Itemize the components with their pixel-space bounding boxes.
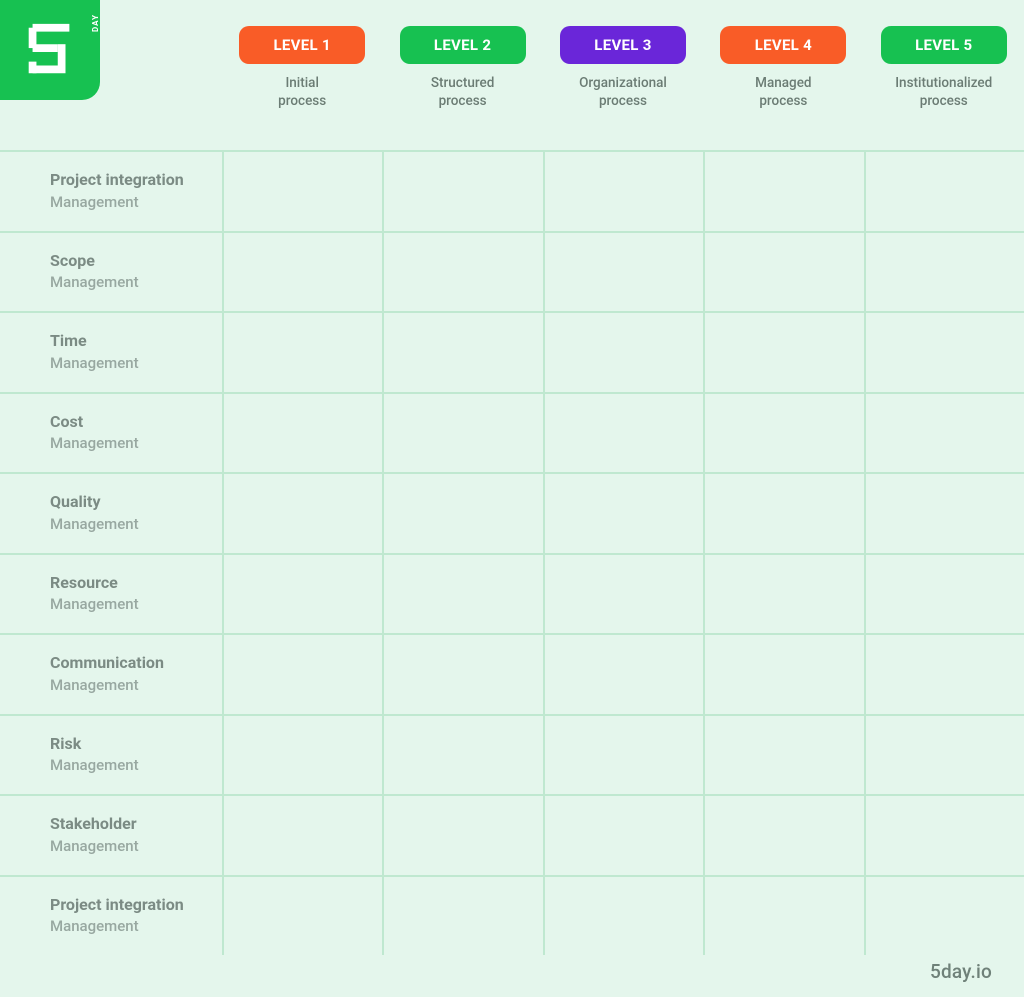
- cell-r4-c1: [222, 392, 382, 473]
- cell-r2-c4: [703, 231, 863, 312]
- cell-r3-c5: [864, 311, 1024, 392]
- row-sub: Management: [50, 193, 212, 213]
- cell-r10-c1: [222, 875, 382, 956]
- cell-r10-c5: [864, 875, 1024, 956]
- cell-r7-c1: [222, 633, 382, 714]
- row-sub: Management: [50, 595, 212, 615]
- row-sub: Management: [50, 273, 212, 293]
- header-spacer: [0, 0, 222, 150]
- row-title: Cost: [50, 412, 212, 433]
- cell-r5-c5: [864, 472, 1024, 553]
- cell-r6-c1: [222, 553, 382, 634]
- cell-r6-c3: [543, 553, 703, 634]
- row-title: Scope: [50, 251, 212, 272]
- cell-r6-c4: [703, 553, 863, 634]
- cell-r1-c1: [222, 150, 382, 231]
- cell-r5-c2: [382, 472, 542, 553]
- cell-r2-c2: [382, 231, 542, 312]
- cell-r2-c5: [864, 231, 1024, 312]
- row-label-2: Scope Management: [0, 231, 222, 312]
- level-sub-1: Initial process: [278, 74, 326, 110]
- cell-r7-c5: [864, 633, 1024, 714]
- cell-r3-c4: [703, 311, 863, 392]
- row-title: Quality: [50, 492, 212, 513]
- row-label-4: Cost Management: [0, 392, 222, 473]
- cell-r8-c3: [543, 714, 703, 795]
- row-title: Time: [50, 331, 212, 352]
- row-sub: Management: [50, 354, 212, 374]
- cell-r8-c5: [864, 714, 1024, 795]
- cell-r7-c3: [543, 633, 703, 714]
- cell-r4-c5: [864, 392, 1024, 473]
- row-label-1: Project integration Management: [0, 150, 222, 231]
- cell-r2-c1: [222, 231, 382, 312]
- cell-r1-c5: [864, 150, 1024, 231]
- cell-r1-c2: [382, 150, 542, 231]
- cell-r3-c3: [543, 311, 703, 392]
- row-sub: Management: [50, 434, 212, 454]
- row-title: Risk: [50, 734, 212, 755]
- row-title: Stakeholder: [50, 814, 212, 835]
- level-pill-2: LEVEL 2: [400, 26, 526, 64]
- cell-r4-c4: [703, 392, 863, 473]
- cell-r4-c2: [382, 392, 542, 473]
- cell-r9-c2: [382, 794, 542, 875]
- cell-r1-c3: [543, 150, 703, 231]
- row-sub: Management: [50, 756, 212, 776]
- cell-r8-c1: [222, 714, 382, 795]
- level-header-3: LEVEL 3 Organizational process: [543, 0, 703, 150]
- cell-r9-c1: [222, 794, 382, 875]
- level-sub-5: Institutionalized process: [895, 74, 992, 110]
- cell-r5-c4: [703, 472, 863, 553]
- row-label-9: Stakeholder Management: [0, 794, 222, 875]
- row-sub: Management: [50, 917, 212, 937]
- level-sub-4: Managed process: [755, 74, 811, 110]
- level-header-2: LEVEL 2 Structured process: [382, 0, 542, 150]
- cell-r3-c1: [222, 311, 382, 392]
- row-title: Resource: [50, 573, 212, 594]
- cell-r10-c2: [382, 875, 542, 956]
- cell-r1-c4: [703, 150, 863, 231]
- level-sub-2: Structured process: [431, 74, 495, 110]
- cell-r6-c5: [864, 553, 1024, 634]
- cell-r7-c4: [703, 633, 863, 714]
- row-label-5: Quality Management: [0, 472, 222, 553]
- row-title: Project integration: [50, 895, 212, 916]
- footer-spacer: [0, 955, 1024, 997]
- cell-r2-c3: [543, 231, 703, 312]
- cell-r8-c2: [382, 714, 542, 795]
- row-label-3: Time Management: [0, 311, 222, 392]
- cell-r7-c2: [382, 633, 542, 714]
- level-pill-1: LEVEL 1: [239, 26, 365, 64]
- cell-r5-c3: [543, 472, 703, 553]
- cell-r9-c4: [703, 794, 863, 875]
- cell-r5-c1: [222, 472, 382, 553]
- level-pill-5: LEVEL 5: [881, 26, 1007, 64]
- row-sub: Management: [50, 837, 212, 857]
- level-pill-3: LEVEL 3: [560, 26, 686, 64]
- level-pill-4: LEVEL 4: [720, 26, 846, 64]
- cell-r4-c3: [543, 392, 703, 473]
- row-label-8: Risk Management: [0, 714, 222, 795]
- cell-r10-c4: [703, 875, 863, 956]
- level-header-1: LEVEL 1 Initial process: [222, 0, 382, 150]
- level-sub-3: Organizational process: [579, 74, 667, 110]
- row-label-10: Project integration Management: [0, 875, 222, 956]
- level-header-5: LEVEL 5 Institutionalized process: [864, 0, 1024, 150]
- row-label-6: Resource Management: [0, 553, 222, 634]
- level-header-4: LEVEL 4 Managed process: [703, 0, 863, 150]
- cell-r6-c2: [382, 553, 542, 634]
- row-sub: Management: [50, 515, 212, 535]
- cell-r9-c5: [864, 794, 1024, 875]
- row-title: Project integration: [50, 170, 212, 191]
- cell-r9-c3: [543, 794, 703, 875]
- cell-r8-c4: [703, 714, 863, 795]
- cell-r10-c3: [543, 875, 703, 956]
- row-sub: Management: [50, 676, 212, 696]
- row-label-7: Communication Management: [0, 633, 222, 714]
- cell-r3-c2: [382, 311, 542, 392]
- footer-brand: 5day.io: [930, 960, 992, 983]
- row-title: Communication: [50, 653, 212, 674]
- maturity-matrix: LEVEL 1 Initial process LEVEL 2 Structur…: [0, 0, 1024, 997]
